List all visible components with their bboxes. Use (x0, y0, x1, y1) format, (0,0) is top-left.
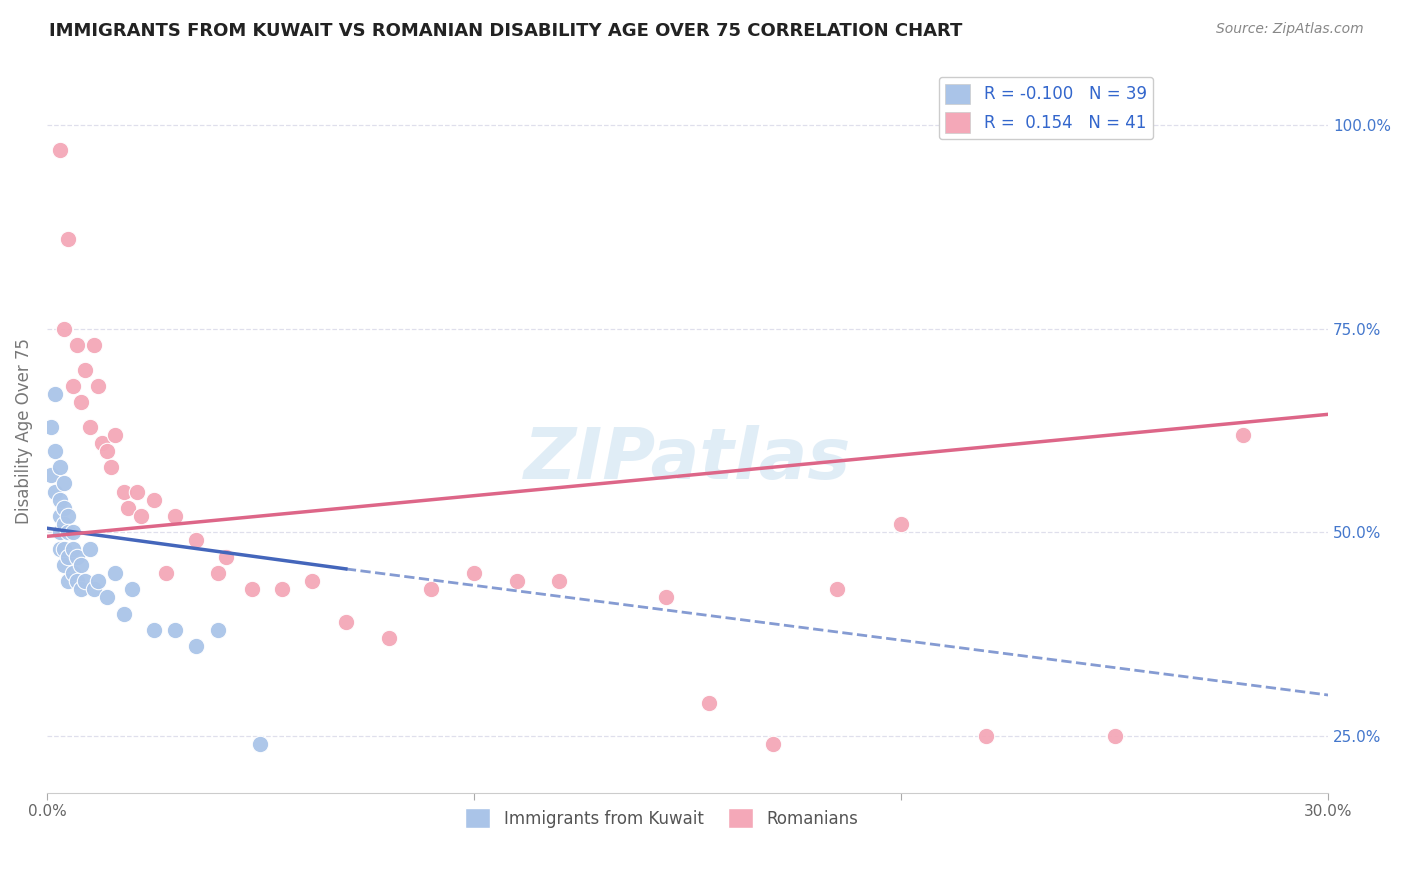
Point (762, 737, 785, 751)
Text: IMMIGRANTS FROM KUWAIT VS ROMANIAN DISABILITY AGE OVER 75 CORRELATION CHART: IMMIGRANTS FROM KUWAIT VS ROMANIAN DISAB… (49, 22, 963, 40)
Point (96, 444, 118, 458)
Point (249, 737, 271, 751)
Point (48, 492, 70, 507)
Point (48, 541, 70, 556)
Point (70, 558, 93, 572)
Point (655, 591, 678, 605)
Point (44, 484, 66, 499)
Point (58, 549, 80, 564)
Point (155, 566, 177, 580)
Point (207, 623, 229, 637)
Point (75, 362, 97, 376)
Point (112, 607, 135, 621)
Point (548, 574, 571, 588)
Point (52, 476, 75, 491)
Point (186, 533, 208, 548)
Point (62, 566, 84, 580)
Point (52, 558, 75, 572)
Point (142, 623, 165, 637)
Point (91, 435, 114, 450)
Point (58, 574, 80, 588)
Point (104, 427, 127, 442)
Point (697, 696, 720, 710)
Point (100, 460, 122, 475)
Point (62, 541, 84, 556)
Point (186, 639, 208, 653)
Point (83, 582, 105, 597)
Y-axis label: Disability Age Over 75: Disability Age Over 75 (15, 337, 32, 524)
Point (70, 395, 93, 409)
Point (163, 508, 186, 523)
Point (48, 508, 70, 523)
Point (52, 322, 75, 336)
Point (1232, 427, 1254, 442)
Point (62, 525, 84, 540)
Point (44, 387, 66, 401)
Point (129, 508, 152, 523)
Point (335, 615, 357, 629)
Point (79, 419, 101, 434)
Point (39, 419, 62, 434)
Point (890, 517, 912, 532)
Point (117, 500, 139, 515)
Point (96, 591, 118, 605)
Point (52, 500, 75, 515)
Legend: Immigrants from Kuwait, Romanians: Immigrants from Kuwait, Romanians (458, 801, 865, 835)
Point (87, 574, 110, 588)
Point (121, 582, 143, 597)
Point (463, 566, 485, 580)
Point (104, 566, 127, 580)
Point (58, 525, 80, 540)
Point (215, 549, 238, 564)
Point (163, 623, 186, 637)
Point (125, 484, 148, 499)
Text: Source: ZipAtlas.com: Source: ZipAtlas.com (1216, 22, 1364, 37)
Point (87, 379, 110, 393)
Point (48, 460, 70, 475)
Point (44, 444, 66, 458)
Point (48, 143, 70, 157)
Point (39, 468, 62, 483)
Point (62, 379, 84, 393)
Point (270, 582, 292, 597)
Point (83, 338, 105, 352)
Point (142, 492, 165, 507)
Point (240, 582, 263, 597)
Point (420, 582, 443, 597)
Point (207, 566, 229, 580)
Text: ZIPatlas: ZIPatlas (524, 425, 851, 494)
Point (976, 729, 998, 743)
Point (66, 338, 89, 352)
Point (301, 574, 323, 588)
Point (70, 582, 93, 597)
Point (58, 232, 80, 246)
Point (377, 631, 399, 645)
Point (112, 484, 135, 499)
Point (75, 574, 97, 588)
Point (52, 517, 75, 532)
Point (66, 574, 89, 588)
Point (1104, 729, 1126, 743)
Point (825, 582, 848, 597)
Point (52, 541, 75, 556)
Point (48, 525, 70, 540)
Point (79, 541, 101, 556)
Point (66, 549, 89, 564)
Point (505, 574, 527, 588)
Point (58, 508, 80, 523)
